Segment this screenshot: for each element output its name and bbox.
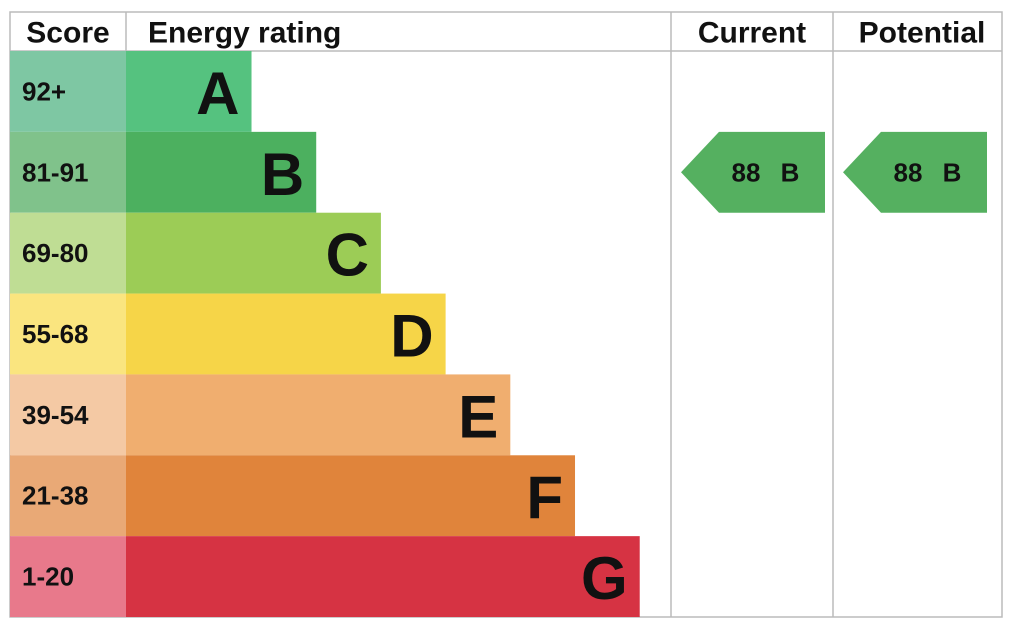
score-cell (10, 293, 126, 375)
rating-bar (126, 374, 511, 456)
potential-arrow (843, 131, 987, 213)
rating-bar (126, 212, 381, 294)
score-cell (10, 131, 126, 213)
rating-letter: C (326, 222, 369, 289)
rating-letter: G (581, 545, 628, 612)
rating-letter: F (526, 464, 563, 531)
score-cell (10, 51, 126, 132)
potential-value: 88 (894, 157, 923, 187)
header-score: Score (26, 17, 109, 50)
score-cell (10, 212, 126, 294)
header-current: Current (698, 17, 806, 50)
rating-bar (126, 293, 446, 375)
score-label: 21-38 (22, 481, 89, 511)
rating-bar (126, 536, 640, 617)
score-cell (10, 374, 126, 456)
score-cell (10, 455, 126, 537)
score-label: 81-91 (22, 157, 89, 187)
current-value: 88 (732, 157, 761, 187)
score-label: 92+ (22, 76, 66, 106)
rating-bar (126, 455, 576, 537)
potential-rating: B (943, 157, 962, 187)
score-cell (10, 536, 126, 617)
score-label: 1-20 (22, 562, 74, 592)
rating-letter: B (261, 141, 304, 208)
rating-letter: D (390, 303, 433, 370)
current-rating: B (781, 157, 800, 187)
rating-letter: A (196, 60, 239, 127)
score-label: 39-54 (22, 400, 89, 430)
header-rating: Energy rating (148, 17, 341, 50)
current-arrow (681, 131, 825, 213)
rating-bar (126, 51, 252, 132)
rating-letter: E (458, 383, 498, 450)
rating-bar (126, 131, 317, 213)
header-potential: Potential (859, 17, 986, 50)
score-label: 55-68 (22, 319, 89, 349)
score-label: 69-80 (22, 238, 89, 268)
